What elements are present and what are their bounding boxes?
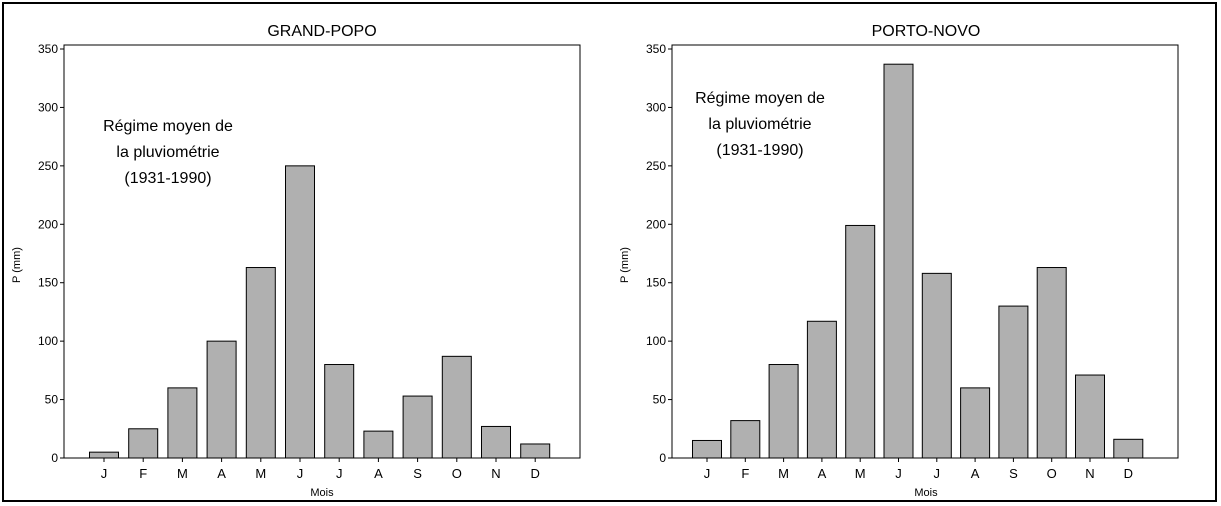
- x-tick-label: A: [374, 466, 383, 481]
- annotation-line-1: Régime moyen de: [103, 118, 233, 135]
- annotation-line-2: la pluviométrie: [708, 116, 811, 133]
- y-tick-label: 150: [646, 276, 666, 290]
- bar-2: [167, 387, 198, 459]
- bar-11: [1113, 438, 1144, 459]
- bar-10: [1075, 374, 1105, 459]
- chart-title: PORTO-NOVO: [872, 23, 981, 40]
- y-tick-label: 200: [646, 217, 666, 231]
- x-tick-label: S: [1009, 466, 1018, 481]
- bar-5: [285, 165, 315, 459]
- y-tick-label: 200: [38, 217, 58, 231]
- x-tick-label: J: [895, 466, 902, 481]
- x-tick-label: N: [491, 466, 500, 481]
- y-tick-label: 0: [51, 451, 58, 465]
- bar-6: [324, 364, 355, 459]
- x-tick-label: N: [1085, 466, 1094, 481]
- y-tick-label: 100: [646, 334, 666, 348]
- bar-5: [883, 63, 914, 459]
- y-ticks-group: 0 50 100 150 200 250 300 350: [38, 42, 64, 465]
- x-tick-label: J: [934, 466, 941, 481]
- x-axis-label: Mois: [914, 487, 938, 499]
- bar-8: [402, 395, 433, 459]
- x-axis-label: Mois: [310, 487, 334, 499]
- x-tick-label: M: [255, 466, 266, 481]
- x-tick-label: M: [177, 466, 188, 481]
- bar-1: [128, 428, 159, 459]
- y-tick-label: 250: [38, 159, 58, 173]
- y-tick-label: 350: [646, 42, 666, 56]
- plot-area: [63, 44, 581, 459]
- y-tick-label: 150: [38, 276, 58, 290]
- x-tick-label: J: [336, 466, 343, 481]
- bar-0: [692, 439, 722, 459]
- x-tick-label: F: [741, 466, 749, 481]
- annotation-line-1: Régime moyen de: [695, 90, 825, 107]
- bar-2: [768, 364, 799, 459]
- x-tick-label: O: [452, 466, 462, 481]
- bars-group: [89, 165, 551, 459]
- chart-title: GRAND-POPO: [267, 23, 376, 40]
- x-tick-label: D: [531, 466, 540, 481]
- y-tick-label: 100: [38, 334, 58, 348]
- bar-9: [441, 355, 472, 459]
- x-tick-label: M: [778, 466, 789, 481]
- y-ticks-group: 0 50 100 150 200 250 300 350: [646, 42, 672, 465]
- bar-10: [481, 425, 511, 459]
- bar-6: [921, 272, 952, 459]
- annotation-line-3: (1931-1990): [124, 170, 211, 187]
- annotation-line-2: la pluviométrie: [116, 144, 219, 161]
- x-tick-label: M: [855, 466, 866, 481]
- bar-1: [730, 420, 761, 459]
- bar-0: [89, 451, 119, 459]
- bar-8: [998, 305, 1029, 459]
- y-tick-label: 350: [38, 42, 58, 56]
- bar-7: [960, 387, 991, 459]
- bar-11: [520, 443, 551, 459]
- bar-7: [363, 430, 394, 459]
- y-tick-label: 250: [646, 159, 666, 173]
- x-tick-label: A: [217, 466, 226, 481]
- x-tick-label: D: [1124, 466, 1133, 481]
- y-axis-label: P (mm): [619, 247, 631, 283]
- x-tick-label: J: [297, 466, 304, 481]
- bar-3: [806, 320, 837, 459]
- y-axis-label: P (mm): [11, 247, 23, 283]
- x-tick-label: J: [704, 466, 711, 481]
- annotation-line-3: (1931-1990): [716, 142, 803, 159]
- bars-group: [692, 63, 1144, 459]
- y-tick-label: 50: [653, 393, 667, 407]
- x-tick-label: A: [818, 466, 827, 481]
- chart-porto-novo: PORTO-NOVO Mois P (mm) Régime moyen de l…: [619, 23, 1179, 499]
- x-tick-label: A: [971, 466, 980, 481]
- y-tick-label: 300: [38, 100, 58, 114]
- y-tick-label: 300: [646, 100, 666, 114]
- x-tick-label: J: [101, 466, 108, 481]
- x-tick-label: O: [1047, 466, 1057, 481]
- x-tick-label: F: [139, 466, 147, 481]
- bar-4: [845, 224, 876, 459]
- x-tick-label: S: [413, 466, 422, 481]
- bar-4: [245, 267, 276, 459]
- bar-3: [206, 340, 237, 459]
- bar-9: [1036, 267, 1067, 459]
- y-tick-label: 0: [659, 451, 666, 465]
- chart-grand-popo: GRAND-POPO Mois P (mm) Régime moyen de l…: [11, 23, 581, 499]
- y-tick-label: 50: [45, 393, 59, 407]
